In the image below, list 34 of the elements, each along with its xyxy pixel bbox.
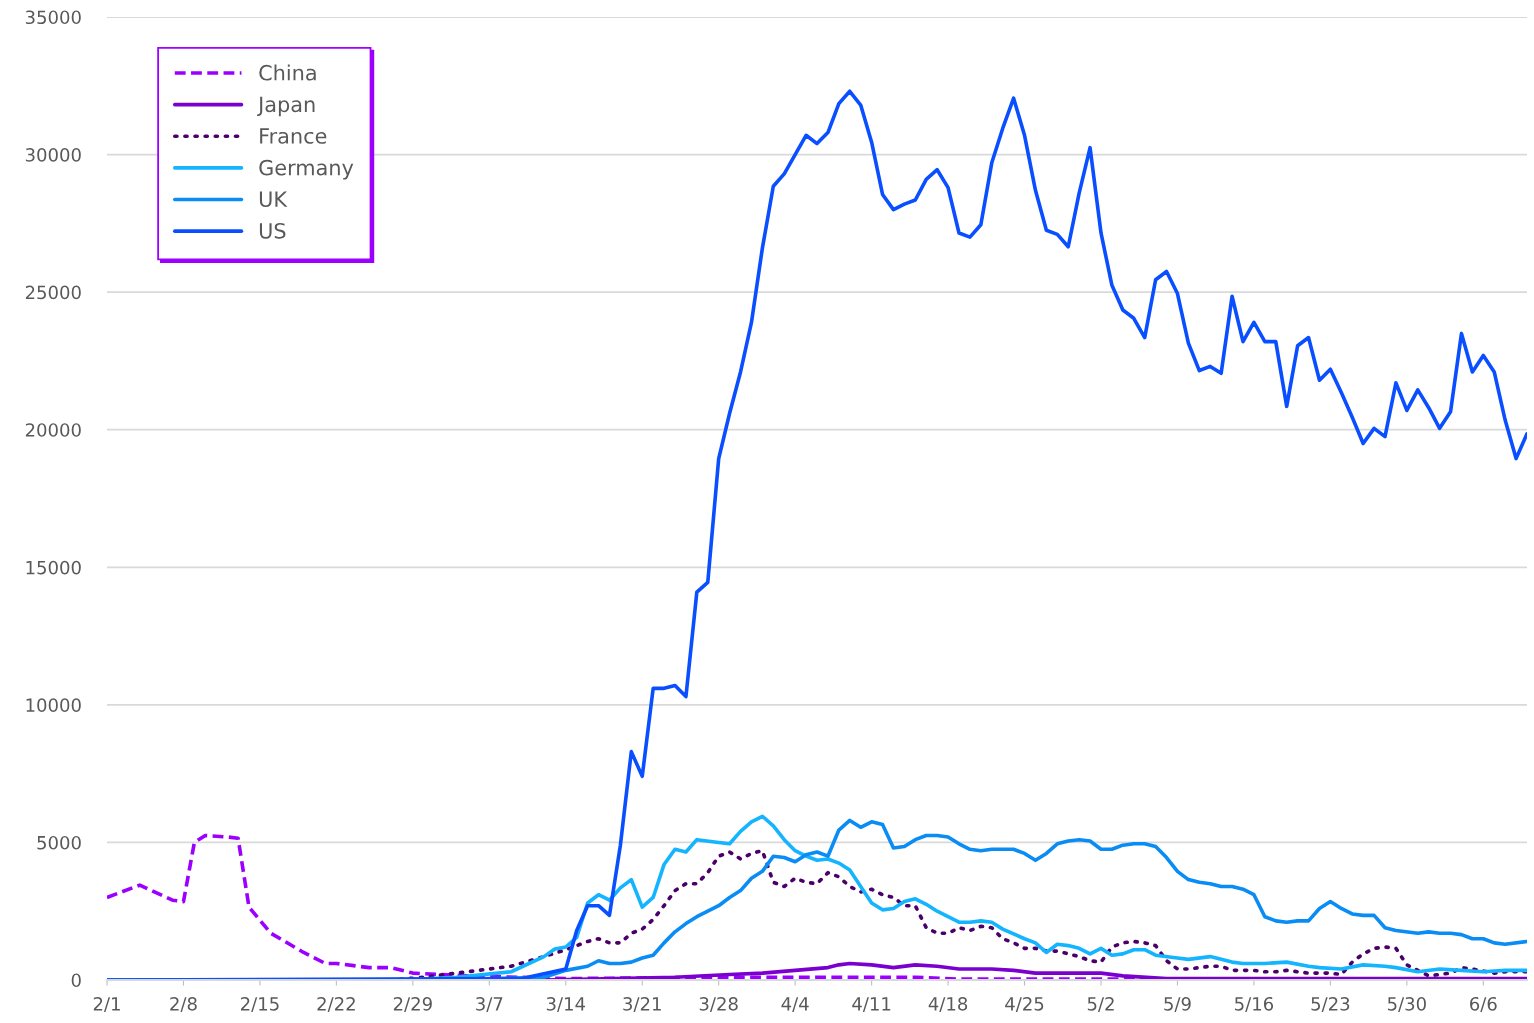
x-tick-label: 2/15 (240, 996, 279, 1013)
y-tick-label: 15000 (26, 560, 81, 575)
x-tick-label: 2/29 (393, 996, 432, 1013)
legend-label: Germany (259, 159, 354, 180)
x-tick-label: 3/14 (546, 996, 586, 1013)
x-tick-label: 5/2 (1087, 996, 1114, 1013)
y-tick-label: 25000 (25, 285, 81, 300)
x-tick-label: 3/28 (699, 996, 738, 1013)
x-tick-label: 5/30 (1387, 996, 1426, 1013)
legend-label: France (260, 128, 327, 144)
legend-label: Japan (257, 96, 315, 117)
legend-label: China (259, 64, 316, 81)
y-tick-label: 10000 (26, 698, 81, 712)
x-tick-label: 5/16 (1235, 996, 1274, 1013)
x-tick-label: 5/23 (1311, 996, 1350, 1013)
x-tick-label: 4/11 (852, 997, 891, 1013)
y-tick-label: 35000 (25, 10, 81, 25)
legend-label: US (259, 222, 286, 239)
x-tick-label: 3/7 (476, 996, 503, 1013)
x-tick-label: 6/6 (1470, 996, 1497, 1013)
y-tick-label: 5000 (37, 835, 81, 850)
x-tick-label: 2/22 (317, 996, 355, 1013)
y-tick-label: 0 (71, 973, 81, 988)
y-tick-label: 20000 (25, 423, 81, 437)
line-series (107, 89, 1527, 980)
x-tick-label: 2/8 (170, 996, 197, 1013)
x-tick-label: 4/25 (1005, 996, 1044, 1013)
x-tick-label: 4/4 (781, 997, 809, 1013)
x-tick-label: 2/1 (93, 996, 120, 1013)
legend-label: UK (259, 191, 288, 208)
y-tick-label: 30000 (25, 148, 81, 162)
x-tick-label: 5/9 (1164, 996, 1191, 1013)
x-tick-label: 3/21 (623, 996, 661, 1013)
x-tick-label: 4/18 (928, 996, 968, 1013)
